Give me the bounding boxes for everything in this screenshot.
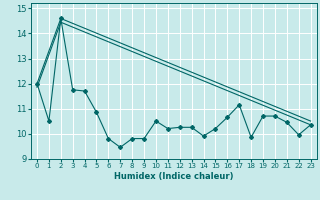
X-axis label: Humidex (Indice chaleur): Humidex (Indice chaleur) xyxy=(114,172,234,181)
